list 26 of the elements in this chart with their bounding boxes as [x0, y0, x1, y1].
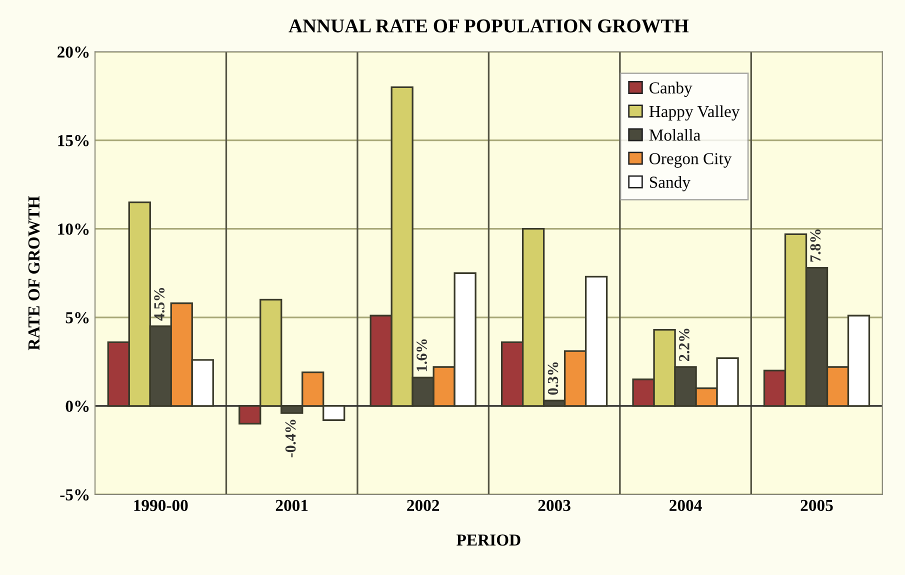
x-tick-label: 2002: [407, 500, 440, 512]
y-tick-label: 10%: [58, 224, 89, 235]
data-label: 2.2%: [679, 328, 690, 362]
x-tick-label: 1990-00: [134, 500, 188, 512]
x-axis-title: PERIOD: [456, 534, 520, 546]
legend-label: Oregon City: [650, 153, 732, 168]
x-tick-label: 2003: [538, 500, 570, 512]
y-tick-label: 15%: [58, 135, 89, 146]
data-label: 1.6%: [416, 339, 427, 372]
data-label: -0.4%: [285, 420, 296, 458]
data-label: 0.3%: [548, 362, 558, 395]
y-tick-label: 5%: [66, 312, 89, 324]
legend-label: Molalla: [649, 128, 700, 141]
x-tick-label: 2004: [670, 500, 702, 512]
x-tick-label: 2005: [800, 500, 833, 512]
legend-label: Happy Valley: [649, 105, 740, 121]
y-tick-label: 0%: [66, 400, 89, 412]
y-axis-title: RATE OF GROWTH: [28, 196, 40, 350]
chart-title: ANNUAL RATE OF POPULATION GROWTH: [288, 19, 689, 33]
data-label: 4.5%: [154, 288, 165, 321]
data-label: 7.8%: [810, 230, 821, 262]
y-tick-label: -5%: [60, 489, 89, 500]
x-tick-label: 2001: [276, 500, 308, 512]
y-tick-label: 20%: [58, 46, 89, 58]
legend-label: Canby: [650, 82, 692, 97]
legend-label: Sandy: [650, 176, 690, 192]
